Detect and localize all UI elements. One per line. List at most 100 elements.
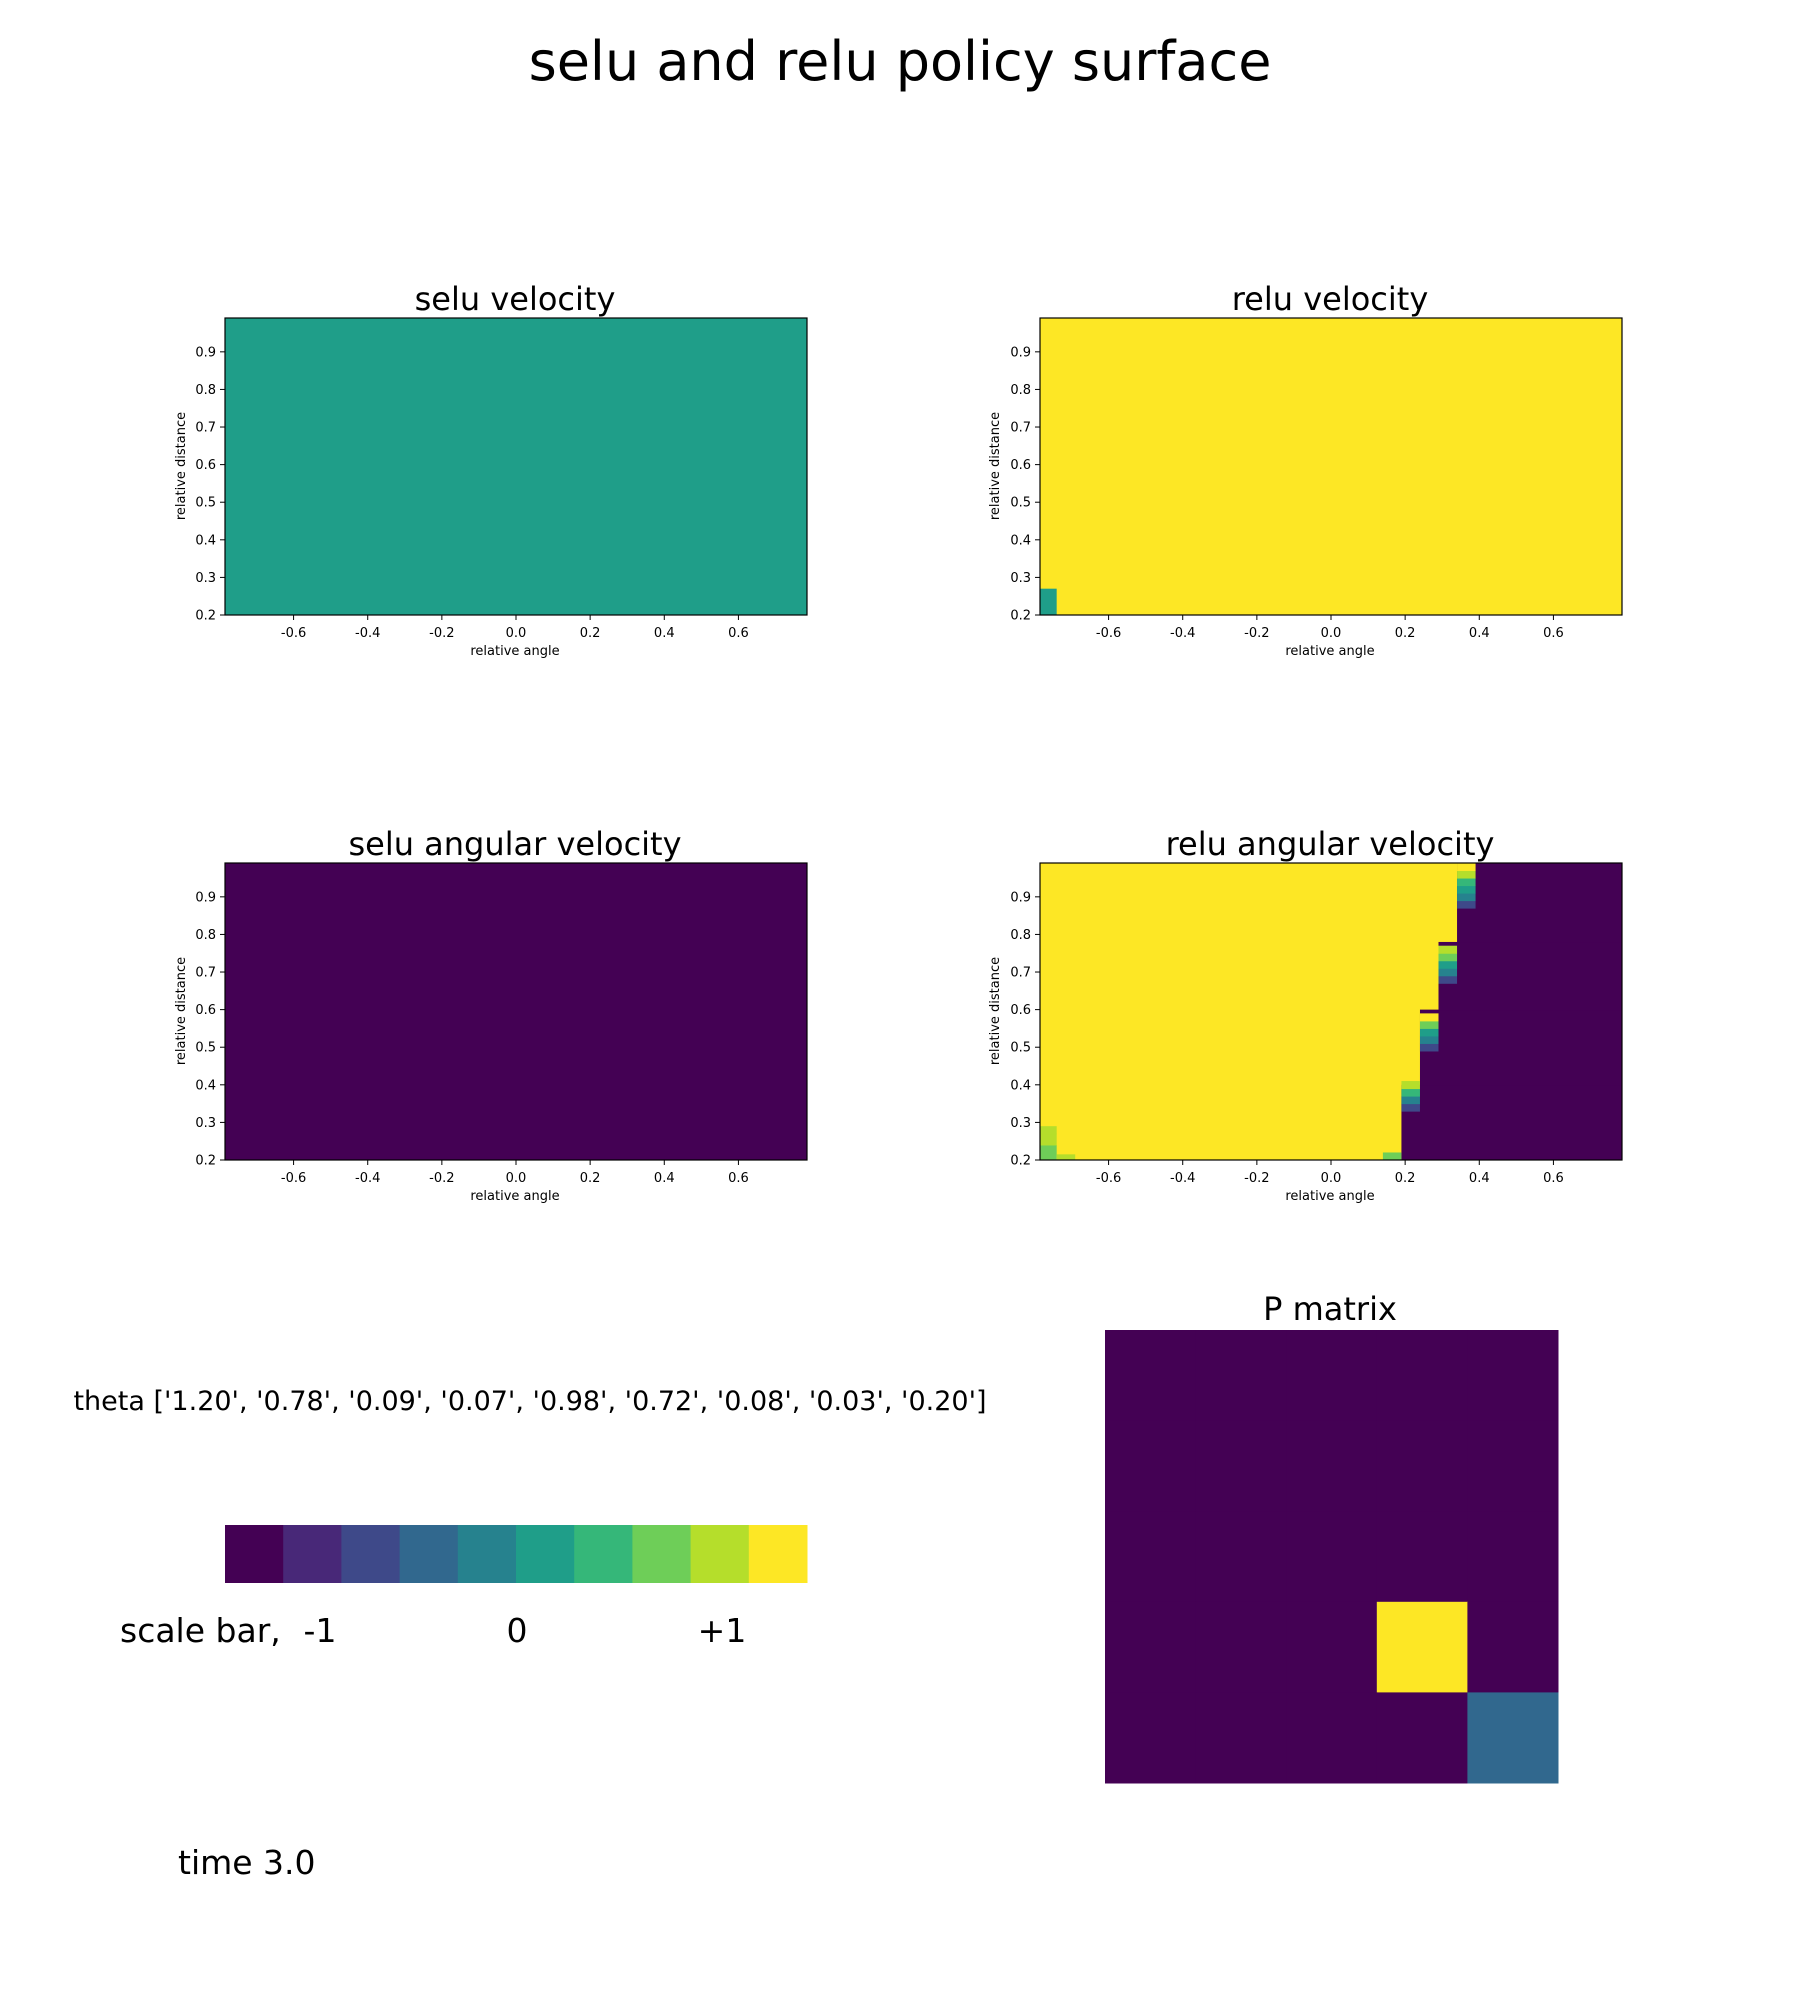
p-matrix-cell-2-0 xyxy=(1105,1511,1197,1603)
relu-velocity-xtick-label-1: -0.4 xyxy=(1170,626,1195,641)
selu-velocity-ytick-label-6: 0.8 xyxy=(195,383,216,398)
relu-angular-velocity-region-7 xyxy=(1401,1088,1420,1097)
selu-angular-velocity-ytick-label-0: 0.2 xyxy=(195,1154,216,1169)
scale-bar-swatch-4 xyxy=(457,1525,517,1583)
relu-angular-velocity-region-26 xyxy=(1040,1133,1057,1146)
relu-angular-velocity-region-11 xyxy=(1419,1028,1439,1037)
selu-velocity-title: selu velocity xyxy=(415,280,616,318)
relu-angular-velocity-xtick-label-6: 0.6 xyxy=(1543,1171,1564,1186)
scale-bar-swatch-6 xyxy=(574,1525,633,1583)
relu-angular-velocity-region-14 xyxy=(1438,975,1458,984)
scale-bar-swatch-5 xyxy=(516,1525,575,1583)
selu-angular-velocity-plot-area: -0.6 -0.4 -0.2 0.0 0.2 0.4 0.6 0.2 0.3 0.4 0.5 0.6 0… xyxy=(195,862,808,1186)
selu-velocity-ytick-label-0: 0.2 xyxy=(195,609,216,624)
selu-velocity-ylabel: relative distance xyxy=(174,412,189,520)
relu-velocity-xtick-label-5: 0.4 xyxy=(1469,626,1490,641)
selu-velocity-xtick-label-0: -0.6 xyxy=(281,626,306,641)
scale-bar: scale bar, -1 0 +1 xyxy=(120,1525,808,1650)
relu-angular-velocity-region-13 xyxy=(1419,1013,1439,1022)
selu-velocity-panel: selu velocity -0.6 -0.4 -0.2 0.0 0.2 0.4 0.6 0.… xyxy=(174,280,808,659)
relu-velocity-ytick-label-0: 0.2 xyxy=(1010,609,1031,624)
selu-angular-velocity-xtick-label-5: 0.4 xyxy=(654,1171,675,1186)
selu-angular-velocity-xtick-label-1: -0.4 xyxy=(355,1171,380,1186)
relu-angular-velocity-ytick-label-3: 0.5 xyxy=(1010,1041,1031,1056)
time-text: time 3.0 xyxy=(178,1843,316,1882)
selu-angular-velocity-xlabel: relative angle xyxy=(470,1189,559,1204)
p-matrix-cell-4-2 xyxy=(1286,1692,1378,1784)
p-matrix-cell-0-0 xyxy=(1105,1330,1197,1422)
p-matrix-cell-3-1 xyxy=(1195,1601,1287,1693)
relu-velocity-ytick-label-2: 0.4 xyxy=(1010,533,1031,548)
relu-angular-velocity-region-21 xyxy=(1457,885,1476,894)
p-matrix-cell-2-4 xyxy=(1467,1511,1559,1603)
relu-angular-velocity-region-27 xyxy=(1040,1126,1057,1135)
relu-velocity-region-0 xyxy=(1040,588,1057,616)
relu-angular-velocity-plot-area: -0.6 -0.4 -0.2 0.0 0.2 0.4 0.6 0.2 0.3 0.4 0.5 0.6 0… xyxy=(1010,862,1623,1186)
relu-velocity-xtick-label-4: 0.2 xyxy=(1395,626,1416,641)
scale-bar-ticks: -1 0 +1 xyxy=(304,1611,747,1650)
p-matrix-panel: P matrix xyxy=(1105,1290,1559,1784)
relu-angular-velocity-title: relu angular velocity xyxy=(1166,825,1495,863)
selu-velocity-xtick-label-6: 0.6 xyxy=(728,626,749,641)
relu-angular-velocity-region-9 xyxy=(1419,1043,1439,1052)
selu-velocity-xtick-label-3: 0.0 xyxy=(506,626,527,641)
p-matrix-cell-3-3 xyxy=(1376,1601,1468,1693)
scale-bar-label: scale bar, xyxy=(120,1611,281,1650)
selu-angular-velocity-xtick-label-4: 0.2 xyxy=(580,1171,601,1186)
selu-velocity-xtick-label-5: 0.4 xyxy=(654,626,675,641)
p-matrix-cell-0-4 xyxy=(1467,1330,1559,1422)
selu-angular-velocity-base-fill xyxy=(225,863,807,1160)
selu-angular-velocity-ytick-label-6: 0.8 xyxy=(195,928,216,943)
relu-velocity-xtick-label-2: -0.2 xyxy=(1244,626,1269,641)
scale-bar-tick-label-2: +1 xyxy=(698,1611,747,1650)
scale-bar-swatch-1 xyxy=(283,1525,342,1583)
relu-velocity-xtick-label-6: 0.6 xyxy=(1543,626,1564,641)
relu-velocity-ylabel: relative distance xyxy=(988,412,1003,520)
relu-angular-velocity-region-22 xyxy=(1457,878,1476,887)
relu-angular-velocity-xtick-label-4: 0.2 xyxy=(1395,1171,1416,1186)
p-matrix-cell-1-3 xyxy=(1376,1420,1468,1512)
relu-angular-velocity-region-28 xyxy=(1056,1154,1076,1161)
p-matrix-cell-3-4 xyxy=(1467,1601,1559,1693)
relu-velocity-xlabel: relative angle xyxy=(1285,644,1374,659)
selu-angular-velocity-ylabel: relative distance xyxy=(174,957,189,1065)
selu-angular-velocity-ytick-label-2: 0.4 xyxy=(195,1078,216,1093)
scale-bar-tick-label-0: -1 xyxy=(304,1611,337,1650)
relu-velocity-ytick-label-4: 0.6 xyxy=(1010,458,1031,473)
p-matrix-cell-1-0 xyxy=(1105,1420,1197,1512)
selu-angular-velocity-xtick-label-2: -0.2 xyxy=(429,1171,454,1186)
relu-angular-velocity-region-3 xyxy=(1457,863,1622,943)
relu-angular-velocity-region-20 xyxy=(1457,893,1476,902)
relu-angular-velocity-ytick-label-1: 0.3 xyxy=(1010,1116,1031,1131)
relu-angular-velocity-region-24 xyxy=(1457,863,1476,872)
relu-angular-velocity-ytick-label-2: 0.4 xyxy=(1010,1078,1031,1093)
relu-velocity-base-fill xyxy=(1040,318,1622,615)
p-matrix-cell-2-2 xyxy=(1286,1511,1378,1603)
relu-angular-velocity-xtick-label-0: -0.6 xyxy=(1096,1171,1121,1186)
theta-text: theta ['1.20', '0.78', '0.09', '0.07', '… xyxy=(73,1386,986,1417)
relu-angular-velocity-xtick-label-1: -0.4 xyxy=(1170,1171,1195,1186)
scale-bar-swatch-2 xyxy=(341,1525,401,1583)
relu-angular-velocity-region-8 xyxy=(1401,1081,1420,1090)
relu-angular-velocity-ytick-label-4: 0.6 xyxy=(1010,1003,1031,1018)
relu-velocity-ytick-label-5: 0.7 xyxy=(1010,421,1031,436)
relu-angular-velocity-region-17 xyxy=(1438,953,1458,962)
p-matrix-cell-0-1 xyxy=(1195,1330,1287,1422)
p-matrix-cell-0-2 xyxy=(1286,1330,1378,1422)
relu-velocity-panel: relu velocity -0.6 -0.4 -0.2 0.0 0.2 0.4 0.6 0.… xyxy=(988,280,1623,659)
p-matrix-cell-3-2 xyxy=(1286,1601,1378,1693)
relu-angular-velocity-xtick-label-3: 0.0 xyxy=(1321,1171,1342,1186)
selu-velocity-ytick-label-2: 0.4 xyxy=(195,533,216,548)
relu-angular-velocity-region-6 xyxy=(1401,1096,1420,1105)
selu-velocity-ytick-label-7: 0.9 xyxy=(195,345,216,360)
relu-angular-velocity-region-0 xyxy=(1401,1084,1622,1161)
relu-angular-velocity-region-12 xyxy=(1419,1020,1439,1029)
selu-velocity-ytick-label-5: 0.7 xyxy=(195,421,216,436)
figure-title: selu and relu policy surface xyxy=(529,30,1272,93)
selu-angular-velocity-ytick-label-1: 0.3 xyxy=(195,1116,216,1131)
selu-angular-velocity-panel: selu angular velocity -0.6 -0.4 -0.2 0.0 0.2… xyxy=(174,825,808,1204)
relu-angular-velocity-region-1 xyxy=(1419,1009,1622,1086)
scale-bar-tick-label-1: 0 xyxy=(507,1611,528,1650)
selu-velocity-base-fill xyxy=(225,318,807,615)
